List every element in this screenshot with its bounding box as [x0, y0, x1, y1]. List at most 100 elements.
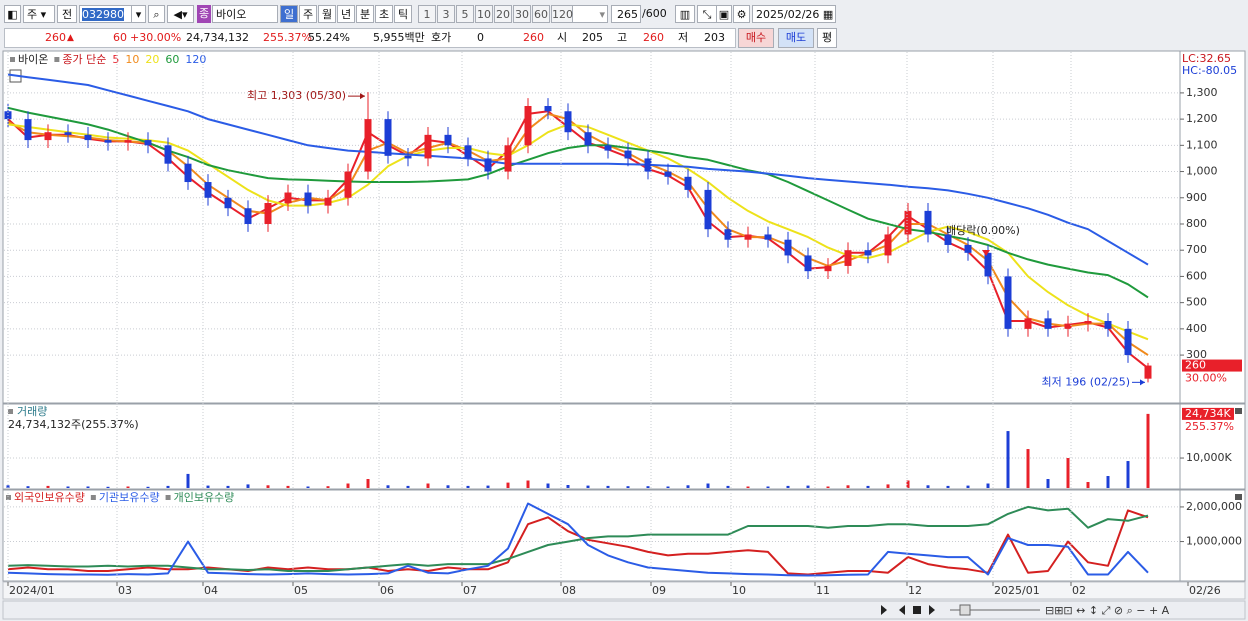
forward-button[interactable] — [929, 605, 935, 615]
lc-label: LC:32.65 — [1182, 52, 1231, 65]
y-tick-label: 1,100 — [1186, 138, 1218, 151]
volume-bar — [186, 473, 190, 488]
candle-body — [1084, 320, 1092, 324]
candle-body — [724, 229, 732, 240]
candle-body — [364, 119, 372, 172]
period-button[interactable]: 년 — [337, 5, 355, 23]
legend-label: 60 — [165, 53, 179, 66]
y-tick-label: 700 — [1186, 243, 1207, 256]
candle-body — [224, 197, 232, 209]
avg-button[interactable]: 평 — [817, 28, 837, 48]
candle-body — [744, 234, 752, 240]
y-tick-label: 1,300 — [1186, 86, 1218, 99]
volume-bar — [126, 486, 130, 488]
play-button[interactable] — [881, 605, 887, 615]
interval-button[interactable]: 5 — [456, 5, 474, 23]
tool-icons[interactable]: ⊟⊞⊡ ↔ ↕ ⤢ ⊘ ⌕ − + A — [1045, 604, 1170, 617]
last-volume: 24,734K — [1185, 407, 1231, 420]
volume-bar — [606, 485, 610, 488]
legend-marker — [165, 495, 171, 500]
candle-body — [484, 158, 492, 172]
save-button[interactable]: ▣ — [716, 5, 732, 23]
volume-bar — [1026, 449, 1030, 488]
interval-button[interactable]: 1 — [418, 5, 436, 23]
chart-type-button[interactable]: ▥ — [675, 5, 695, 23]
volume-bar — [166, 485, 170, 488]
volume-bar — [666, 486, 670, 488]
interval-button[interactable]: 20 — [494, 5, 512, 23]
scope-button[interactable]: 전 — [57, 5, 77, 23]
period-button[interactable]: 월 — [318, 5, 336, 23]
candle-body — [184, 163, 192, 183]
low-annotation: 최저 196 (02/25) — [1041, 375, 1130, 388]
panel-marker — [8, 409, 13, 414]
interval-button[interactable]: 120 — [551, 5, 573, 23]
menu-icon[interactable]: ◧ — [4, 5, 21, 23]
sell-button[interactable]: 매도 — [778, 28, 814, 48]
volume-bar — [646, 486, 650, 488]
buy-button[interactable]: 매수 — [738, 28, 774, 48]
candle-body — [1044, 318, 1052, 329]
interval-button[interactable]: 60 — [532, 5, 550, 23]
candle-body — [64, 132, 72, 135]
settings-button[interactable]: ⚙ — [733, 5, 750, 23]
candle-body — [884, 234, 892, 256]
sound-button[interactable]: ◀▾ — [167, 5, 194, 23]
interval-button[interactable]: 10 — [475, 5, 493, 23]
legend-label: 바이온 — [18, 53, 48, 66]
candle-body — [424, 134, 432, 159]
candle-body — [164, 145, 172, 164]
change-rate: +30.00% — [130, 31, 182, 44]
code-dropdown[interactable]: ▾ — [131, 5, 146, 23]
candle-body — [584, 132, 592, 146]
rewind-button[interactable] — [899, 605, 905, 615]
volume-bar — [486, 485, 490, 488]
quote: 0 — [477, 31, 484, 44]
volume-bar — [1066, 458, 1070, 488]
volume-bar — [286, 485, 290, 488]
period-button[interactable]: 주 — [299, 5, 317, 23]
zoom-thumb[interactable] — [959, 604, 971, 616]
period-button[interactable]: 초 — [375, 5, 393, 23]
count-input[interactable]: 265 — [611, 5, 641, 23]
volume-title: 거래량 — [17, 405, 47, 418]
volume-bar — [986, 483, 990, 488]
name-input[interactable]: 바이오 — [212, 5, 278, 23]
x-tick-label: 03 — [118, 584, 132, 597]
candle-body — [784, 239, 792, 256]
scrollbar: ⊟⊞⊡ ↔ ↕ ⤢ ⊘ ⌕ − + A — [2, 600, 1246, 620]
volume-bar — [226, 485, 230, 488]
period-button[interactable]: 분 — [356, 5, 374, 23]
volume-bar — [686, 485, 690, 488]
low-label: 저 — [678, 31, 689, 44]
last-change: 30.00% — [1185, 372, 1227, 385]
candle-body — [1064, 323, 1072, 329]
period-button[interactable]: 틱 — [394, 5, 412, 23]
candle-body — [264, 203, 272, 224]
legend-label: 5 — [112, 53, 119, 66]
toolbar: ◧ 주 ▾ 전 032980 ▾ ⌕ ◀▾ 종 바이오 ▾ 265 /600 ▥… — [0, 5, 1248, 25]
volume-bar — [746, 486, 750, 488]
amount: 5,955백만 — [373, 31, 425, 44]
interval-button[interactable]: 30 — [513, 5, 531, 23]
x-tick-label: 10 — [732, 584, 746, 597]
period-button[interactable]: 일 — [280, 5, 298, 23]
legend-label: 10 — [125, 53, 139, 66]
date-input[interactable]: 2025/02/26 ▦ — [752, 5, 836, 23]
x-tick-label: 07 — [463, 584, 477, 597]
volume-bar — [966, 485, 970, 488]
change: 60 — [113, 31, 127, 44]
stop-button[interactable] — [913, 606, 921, 614]
candle-body — [44, 132, 52, 141]
candle-body — [404, 155, 412, 159]
kind-select[interactable]: 주 ▾ — [23, 5, 55, 23]
quote-label: 호가 — [431, 31, 452, 44]
candle-body — [564, 111, 572, 133]
candle-body — [464, 145, 472, 159]
search-button[interactable]: ⌕ — [148, 5, 165, 23]
interval-button[interactable]: 3 — [437, 5, 455, 23]
y-tick-label: 10,000K — [1186, 451, 1232, 464]
volume-ratio: 255.37% — [263, 31, 312, 44]
last-price: 260 — [1185, 359, 1206, 372]
